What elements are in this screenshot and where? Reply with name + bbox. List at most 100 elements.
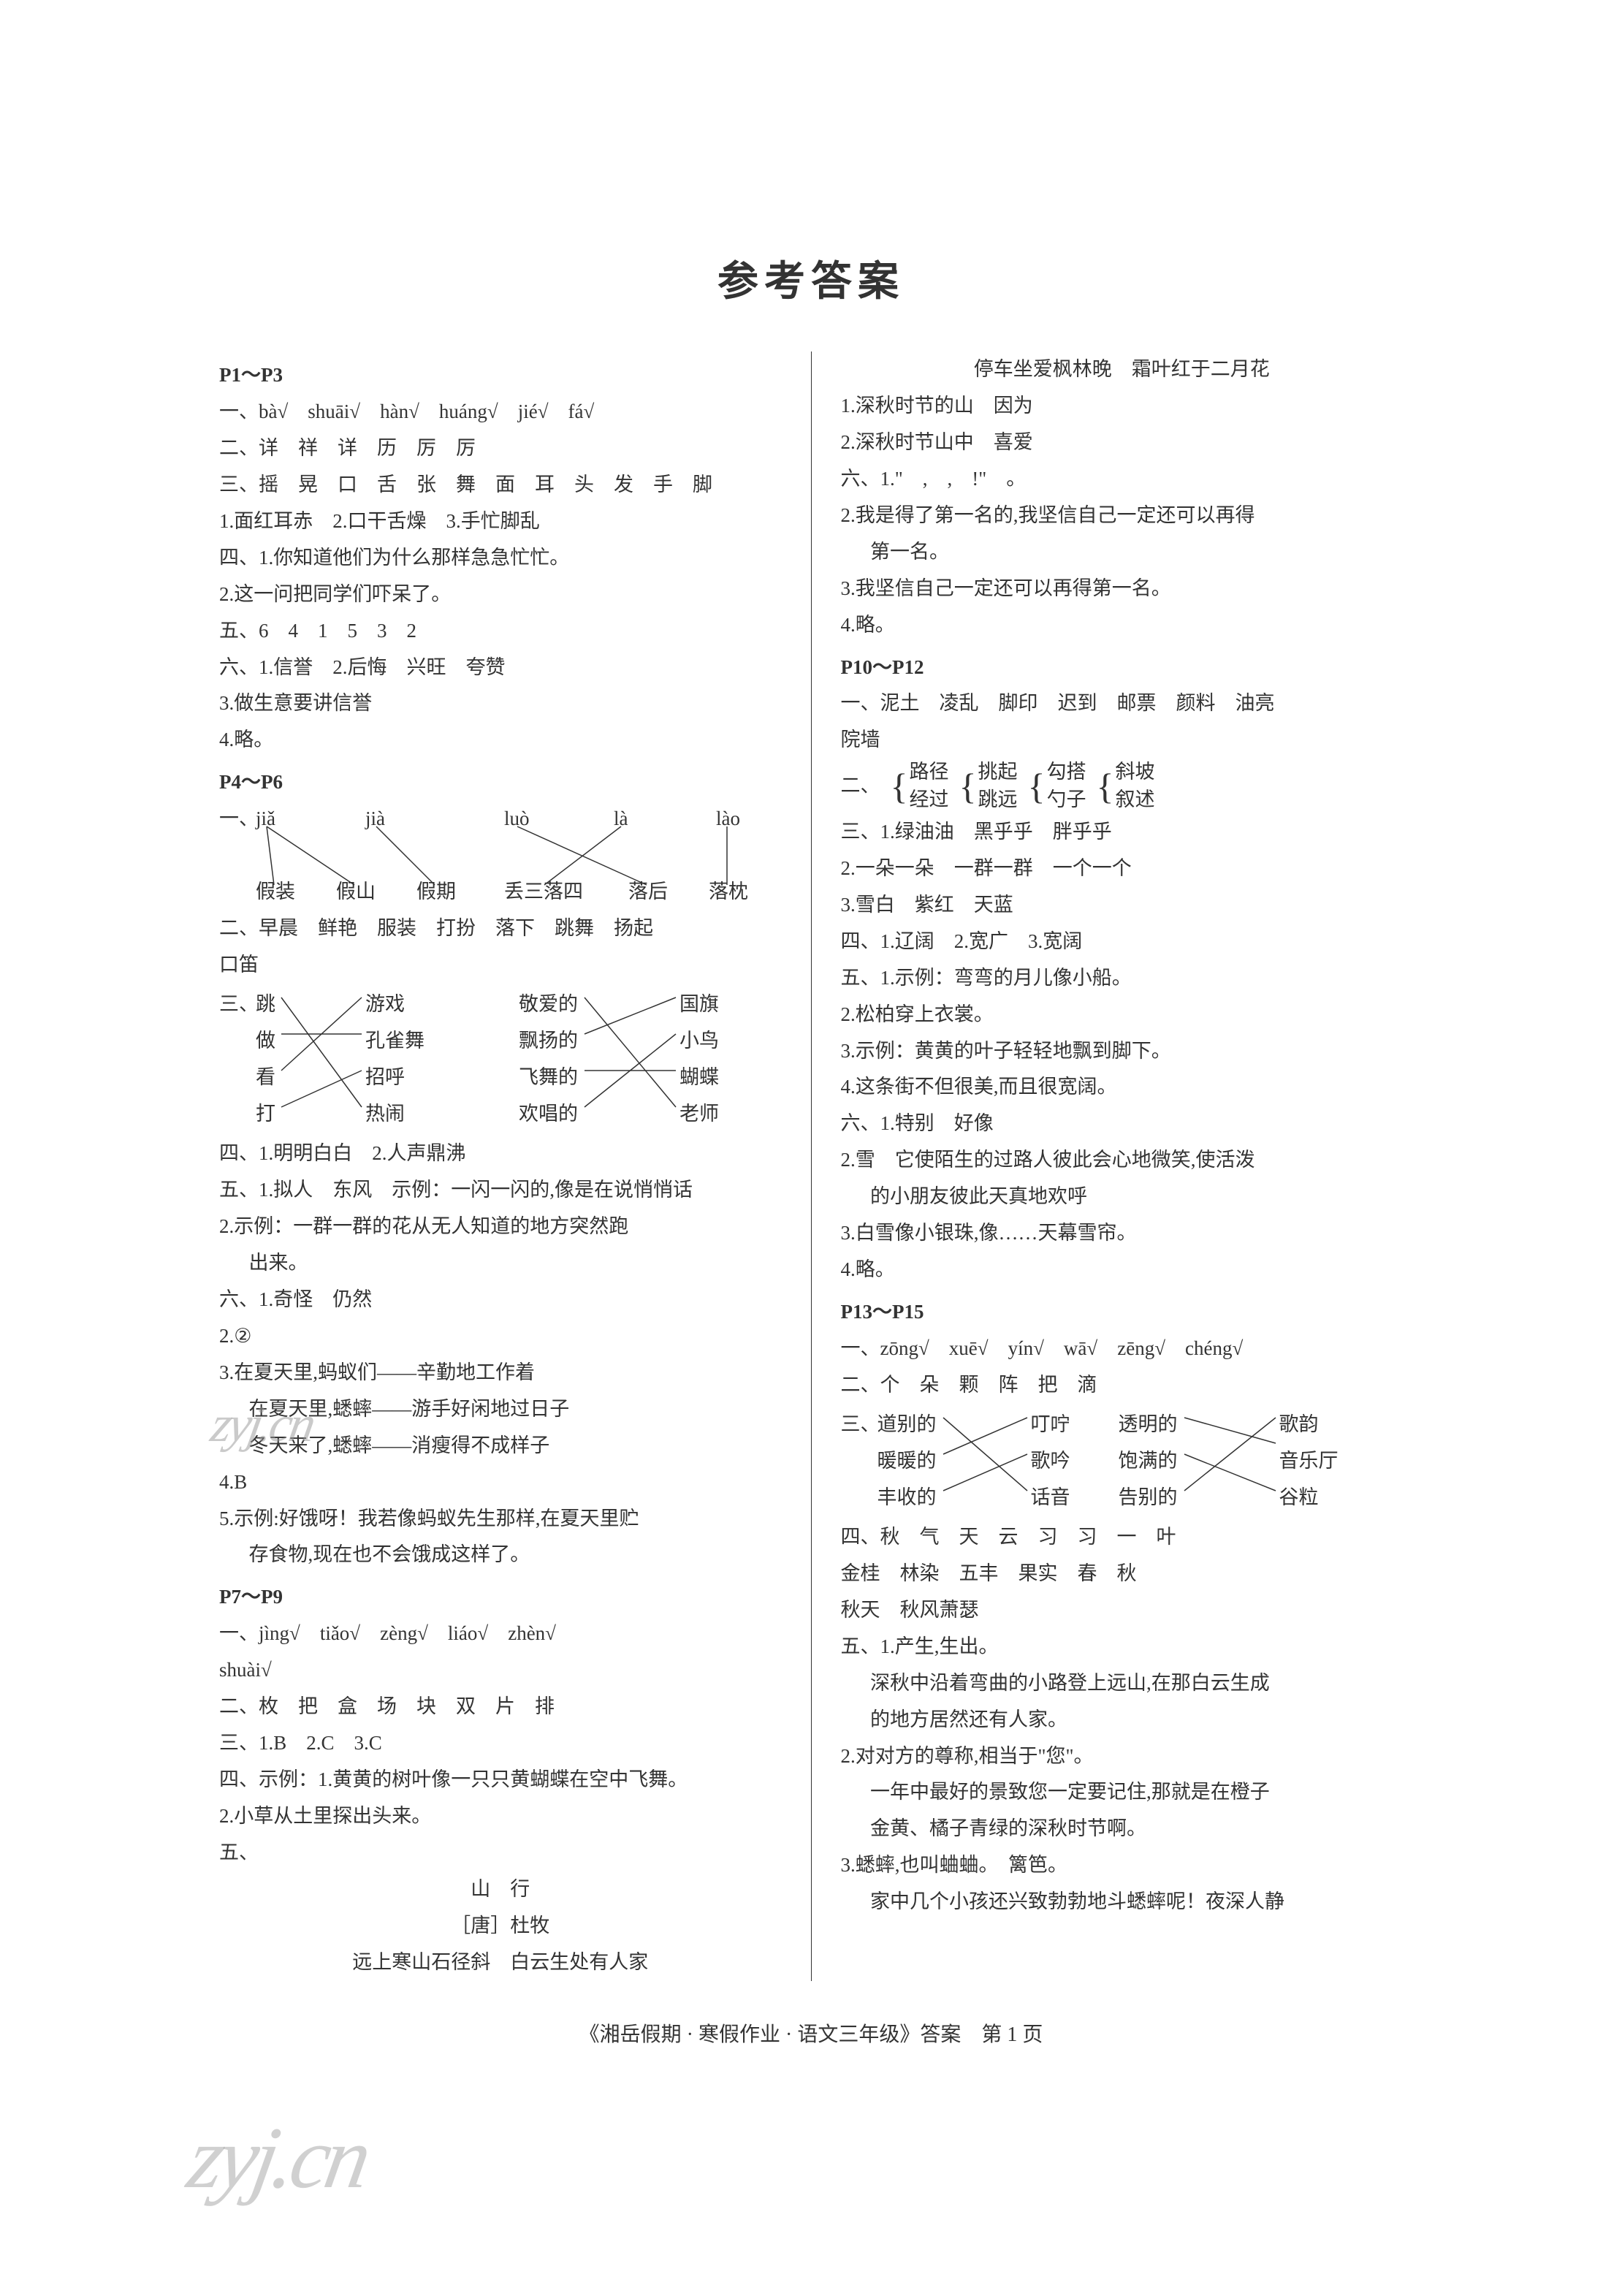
answer-line: 2.深秋时节山中 喜爱 xyxy=(841,425,1404,461)
answer-line: 六、1." , , !" 。 xyxy=(841,461,1404,498)
answer-line: 一、bà√ shuāi√ hàn√ huáng√ jié√ fá√ xyxy=(219,394,782,430)
answer-line: 四、示例：1.黄黄的树叶像一只只黄蝴蝶在空中飞舞。 xyxy=(219,1762,782,1798)
section-head-p10p12: P10～P12 xyxy=(841,650,1404,686)
answer-line: 的地方居然还有人家。 xyxy=(841,1702,1404,1738)
answer-line: 二、详 祥 详 历 厉 厉 xyxy=(219,430,782,467)
answer-line: 2.示例：一群一群的花从无人知道的地方突然跑 xyxy=(219,1209,782,1245)
answer-line: 二、枚 把 盒 场 块 双 片 排 xyxy=(219,1689,782,1725)
answer-line: 1.深秋时节的山 因为 xyxy=(841,388,1404,425)
answer-line: 一、泥土 凌乱 脚印 迟到 邮票 颜料 油亮 xyxy=(841,685,1404,722)
answer-line: 2.松柏穿上衣裳。 xyxy=(841,997,1404,1033)
brace-item: 经过 xyxy=(910,786,949,814)
brace-group: { 路径 经过 xyxy=(891,759,949,814)
brace-item: 勺子 xyxy=(1047,786,1086,814)
page-title: 参考答案 xyxy=(0,0,1622,351)
answer-line: 2.这一问把同学们吓呆了。 xyxy=(219,577,782,613)
word-matching-diagram: 三、 道别的 暖暖的 丰收的 叮咛 歌吟 话音 透明的 饱满的 告别的 歌韵 音… xyxy=(841,1407,1404,1516)
answer-line: 金黄、橘子青绿的深秋时节啊。 xyxy=(841,1811,1404,1847)
watermark: zyj.cn xyxy=(207,1396,317,1454)
page-footer: 《湘岳假期 · 寒假作业 · 语文三年级》答案 第 1 页 xyxy=(0,2018,1622,2048)
brace-item: 斜坡 xyxy=(1116,759,1155,786)
brace-icon: { xyxy=(959,768,977,805)
answer-line: 3.蟋蟀,也叫蛐蛐。 篱笆。 xyxy=(841,1847,1404,1884)
answer-line: 秋天 秋风萧瑟 xyxy=(841,1592,1404,1629)
answer-line: 的小朋友彼此天真地欢呼 xyxy=(841,1179,1404,1215)
answer-line: 四、1.你知道他们为什么那样急急忙忙。 xyxy=(219,540,782,577)
answer-line: 2.一朵一朵 一群一群 一个一个 xyxy=(841,851,1404,887)
answer-line: 四、1.明明白白 2.人声鼎沸 xyxy=(219,1136,782,1172)
answer-line: 2.我是得了第一名的,我坚信自己一定还可以再得 xyxy=(841,498,1404,534)
answer-line: 金桂 林染 五丰 果实 春 秋 xyxy=(841,1556,1404,1592)
answer-line: 第一名。 xyxy=(841,534,1404,571)
brace-group: { 斜坡 叙述 xyxy=(1097,759,1155,814)
brace-icon: { xyxy=(1097,768,1114,805)
section-head-p13p15: P13～P15 xyxy=(841,1294,1404,1331)
answer-line: 五、1.拟人 东风 示例：一闪一闪的,像是在说悄悄话 xyxy=(219,1172,782,1209)
answer-line: 3.做生意要讲信誉 xyxy=(219,685,782,722)
answer-line: 2.雪 它使陌生的过路人彼此会心地微笑,使活泼 xyxy=(841,1142,1404,1179)
brace-item: 挑起 xyxy=(978,759,1018,786)
answer-line: 二、早晨 鲜艳 服装 打扮 落下 跳舞 扬起 xyxy=(219,911,782,947)
brace-icon: { xyxy=(891,768,908,805)
answer-line: 2.小草从土里探出头来。 xyxy=(219,1798,782,1835)
answer-line: 5.示例:好饿呀！我若像蚂蚁先生那样,在夏天里贮 xyxy=(219,1501,782,1537)
brace-item: 勾搭 xyxy=(1047,759,1086,786)
section-head-p1p3: P1～P3 xyxy=(219,357,782,394)
answer-line: 3.在夏天里,蚂蚁们——辛勤地工作着 xyxy=(219,1355,782,1391)
answer-line: 五、 xyxy=(219,1835,782,1871)
matching-lines xyxy=(219,801,782,911)
answer-line: 家中几个小孩还兴致勃勃地斗蟋蟀呢！夜深人静 xyxy=(841,1884,1404,1920)
brace-matching-row: 二、 { 路径 经过 { 挑起 跳远 { 勾搭 勺子 xyxy=(841,759,1404,814)
answer-line: 一、zōng√ xuē√ yín√ wā√ zēng√ chéng√ xyxy=(841,1331,1404,1367)
brace-item: 跳远 xyxy=(978,786,1018,814)
answer-line: 3.示例：黄黄的叶子轻轻地飘到脚下。 xyxy=(841,1033,1404,1070)
word-matching-diagram: 三、 跳 做 看 打 游戏 孔雀舞 招呼 热闹 敬爱的 飘扬的 飞舞的 欢唱的 … xyxy=(219,987,782,1133)
answer-line: 五、1.示例：弯弯的月儿像小船。 xyxy=(841,960,1404,997)
answer-line: 三、摇 晃 口 舌 张 舞 面 耳 头 发 手 脚 xyxy=(219,467,782,503)
answer-line: 2.对对方的尊称,相当于"您"。 xyxy=(841,1738,1404,1775)
answer-line: shuài√ xyxy=(219,1652,782,1689)
answer-line: 出来。 xyxy=(219,1245,782,1282)
answer-line: 4.略。 xyxy=(841,607,1404,644)
section-head-p7p9: P7～P9 xyxy=(219,1579,782,1616)
answer-line: 四、1.辽阔 2.宽广 3.宽阔 xyxy=(841,924,1404,960)
answer-line: 2.② xyxy=(219,1318,782,1355)
answer-line: 4.略。 xyxy=(841,1252,1404,1288)
pinyin-matching-diagram: 一、 jiǎ jià luò là lào 假装 假山 假期 丢三落四 落后 落… xyxy=(219,801,782,911)
poem-title: 山 行 xyxy=(219,1871,782,1908)
matching-lines xyxy=(841,1407,1404,1516)
section-label: 二、 xyxy=(841,768,880,805)
answer-line: 五、1.产生,生出。 xyxy=(841,1629,1404,1665)
brace-group: { 勾搭 勺子 xyxy=(1028,759,1086,814)
brace-group: { 挑起 跳远 xyxy=(959,759,1018,814)
answer-line: 深秋中沿着弯曲的小路登上远山,在那白云生成 xyxy=(841,1665,1404,1702)
answer-line: 4.这条街不但很美,而且很宽阔。 xyxy=(841,1069,1404,1106)
answer-line: 3.雪白 紫红 天蓝 xyxy=(841,887,1404,924)
watermark: zyj.cn xyxy=(181,2107,375,2208)
left-column: P1～P3 一、bà√ shuāi√ hàn√ huáng√ jié√ fá√ … xyxy=(205,351,812,1981)
poem-author: ［唐］杜牧 xyxy=(219,1908,782,1945)
poem-line: 停车坐爱枫林晚 霜叶红于二月花 xyxy=(841,351,1404,388)
answer-line: 3.我坚信自己一定还可以再得第一名。 xyxy=(841,571,1404,607)
content-columns: P1～P3 一、bà√ shuāi√ hàn√ huáng√ jié√ fá√ … xyxy=(0,351,1622,1981)
answer-line: 四、秋 气 天 云 习 习 一 叶 xyxy=(841,1519,1404,1556)
brace-icon: { xyxy=(1028,768,1046,805)
answer-line: 六、1.特别 好像 xyxy=(841,1106,1404,1142)
answer-line: 一年中最好的景致您一定要记住,那就是在橙子 xyxy=(841,1774,1404,1811)
answer-line: 六、1.信誉 2.后悔 兴旺 夸赞 xyxy=(219,650,782,686)
answer-line: 三、1.绿油油 黑乎乎 胖乎乎 xyxy=(841,814,1404,851)
answer-line: 3.白雪像小银珠,像……天幕雪帘。 xyxy=(841,1215,1404,1252)
answer-line: 五、6 4 1 5 3 2 xyxy=(219,613,782,650)
brace-item: 叙述 xyxy=(1116,786,1155,814)
answer-line: 1.面红耳赤 2.口干舌燥 3.手忙脚乱 xyxy=(219,503,782,540)
section-head-p4p6: P4～P6 xyxy=(219,764,782,801)
answer-line: 4.B xyxy=(219,1464,782,1501)
brace-item: 路径 xyxy=(910,759,949,786)
answer-line: 口笛 xyxy=(219,947,782,984)
answer-line: 三、1.B 2.C 3.C xyxy=(219,1725,782,1762)
poem-line: 远上寒山石径斜 白云生处有人家 xyxy=(219,1945,782,1981)
answer-line: 4.略。 xyxy=(219,722,782,759)
matching-lines xyxy=(219,987,782,1133)
answer-line: 二、个 朵 颗 阵 把 滴 xyxy=(841,1367,1404,1404)
right-column: 停车坐爱枫林晚 霜叶红于二月花 1.深秋时节的山 因为 2.深秋时节山中 喜爱 … xyxy=(812,351,1418,1981)
